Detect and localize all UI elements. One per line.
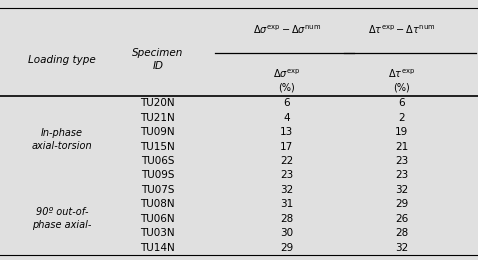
Text: TU21N: TU21N xyxy=(141,113,175,123)
Text: 29: 29 xyxy=(395,199,408,209)
Text: 19: 19 xyxy=(395,127,408,137)
Text: $\Delta\sigma^{\rm exp} - \Delta\sigma^{\rm num}$: $\Delta\sigma^{\rm exp} - \Delta\sigma^{… xyxy=(253,24,321,36)
Text: 31: 31 xyxy=(280,199,293,209)
Text: 90º out-of-
phase axial-: 90º out-of- phase axial- xyxy=(33,207,92,230)
Text: TU14N: TU14N xyxy=(141,243,175,253)
Text: 29: 29 xyxy=(280,243,293,253)
Text: 28: 28 xyxy=(280,214,293,224)
Text: Specimen
ID: Specimen ID xyxy=(132,48,184,72)
Text: $\Delta\sigma^{\rm exp}$: $\Delta\sigma^{\rm exp}$ xyxy=(273,68,301,80)
Text: 2: 2 xyxy=(398,113,405,123)
Text: $\Delta\tau^{\rm exp} - \Delta\tau^{\rm num}$: $\Delta\tau^{\rm exp} - \Delta\tau^{\rm … xyxy=(368,24,435,36)
Text: 30: 30 xyxy=(280,228,293,238)
Text: TU03N: TU03N xyxy=(141,228,175,238)
Text: 32: 32 xyxy=(395,185,408,195)
Text: 17: 17 xyxy=(280,142,293,152)
Text: 6: 6 xyxy=(283,98,290,108)
Text: TU06N: TU06N xyxy=(141,214,175,224)
Text: (%): (%) xyxy=(393,82,410,92)
Text: In-phase
axial-torsion: In-phase axial-torsion xyxy=(32,128,92,151)
Text: 28: 28 xyxy=(395,228,408,238)
Text: TU20N: TU20N xyxy=(141,98,175,108)
Text: TU09S: TU09S xyxy=(141,171,174,180)
Text: 23: 23 xyxy=(395,171,408,180)
Text: 23: 23 xyxy=(280,171,293,180)
Text: 22: 22 xyxy=(280,156,293,166)
Text: 23: 23 xyxy=(395,156,408,166)
Text: 4: 4 xyxy=(283,113,290,123)
Text: TU08N: TU08N xyxy=(141,199,175,209)
Text: 26: 26 xyxy=(395,214,408,224)
Text: 32: 32 xyxy=(395,243,408,253)
Text: Loading type: Loading type xyxy=(28,55,96,65)
Text: 21: 21 xyxy=(395,142,408,152)
Text: 13: 13 xyxy=(280,127,293,137)
Text: TU15N: TU15N xyxy=(141,142,175,152)
Text: $\Delta\tau^{\rm exp}$: $\Delta\tau^{\rm exp}$ xyxy=(388,68,415,80)
Text: (%): (%) xyxy=(278,82,295,92)
Text: 32: 32 xyxy=(280,185,293,195)
Text: TU06S: TU06S xyxy=(141,156,174,166)
Text: 6: 6 xyxy=(398,98,405,108)
Text: TU09N: TU09N xyxy=(141,127,175,137)
Text: TU07S: TU07S xyxy=(141,185,174,195)
